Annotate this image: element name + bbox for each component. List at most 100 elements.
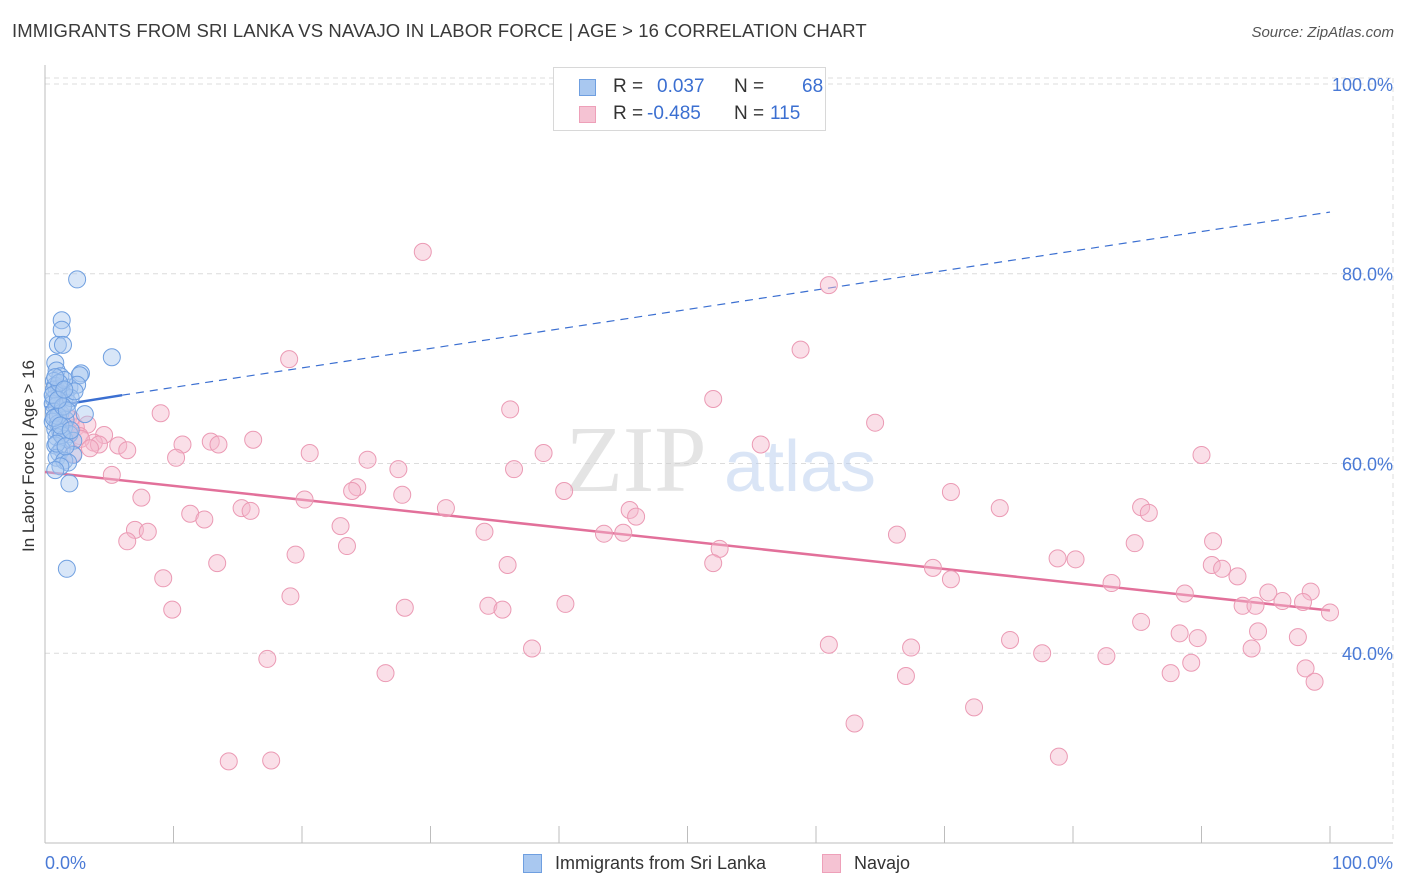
navajo-point <box>95 426 114 445</box>
navajo-point <box>791 340 810 359</box>
navajo-point <box>1139 503 1158 522</box>
tick-labels: 40.0% 60.0% 80.0% 100.0% 0.0% 100.0% <box>45 75 1393 873</box>
sri-lanka-point <box>56 437 75 456</box>
navajo-point <box>990 499 1009 518</box>
navajo-point <box>89 435 108 454</box>
x-tick-label: 0.0% <box>45 853 86 873</box>
sri-lanka-point <box>102 348 121 367</box>
navajo-point <box>138 522 157 541</box>
navajo-point <box>1228 567 1247 586</box>
navajo-point <box>1132 612 1151 631</box>
legend-label: Navajo <box>854 853 911 873</box>
navajo-point <box>1246 596 1265 615</box>
navajo-point <box>209 435 228 454</box>
navajo-point <box>941 570 960 589</box>
navajo-point <box>1259 583 1278 602</box>
navajo-point <box>941 482 960 501</box>
legend-n-label: N = <box>734 103 765 124</box>
navajo-point <box>258 649 277 668</box>
navajo-point <box>534 444 553 463</box>
navajo-point <box>413 242 432 261</box>
y-tick-label: 40.0% <box>1342 644 1393 664</box>
sri-lanka-point <box>46 461 65 480</box>
navajo-point <box>1049 747 1068 766</box>
navajo-point <box>614 523 633 542</box>
navajo-point <box>493 600 512 619</box>
sri-lanka-point <box>75 405 94 424</box>
legend-swatch-blue <box>579 79 596 96</box>
navajo-point <box>286 545 305 564</box>
legend-r-value: -0.485 <box>647 103 701 124</box>
navajo-point <box>132 488 151 507</box>
navajo-point <box>555 482 574 501</box>
navajo-point <box>118 441 137 460</box>
navajo-point <box>887 525 906 544</box>
grid-lines <box>45 77 1394 843</box>
navajo-point <box>1161 664 1180 683</box>
navajo-point <box>1242 639 1261 658</box>
legend-swatch-pink <box>579 106 596 123</box>
navajo-point <box>627 507 646 526</box>
navajo-point <box>395 598 414 617</box>
navajo-point <box>1033 644 1052 663</box>
sri-lanka-point <box>48 335 67 354</box>
navajo-point <box>1192 445 1211 464</box>
navajo-point <box>163 600 182 619</box>
data-points <box>43 242 1339 771</box>
legend-n-label: N = <box>734 76 765 97</box>
navajo-point <box>1188 629 1207 648</box>
navajo-point <box>704 389 723 408</box>
navajo-point <box>1204 532 1223 551</box>
navajo-point <box>1288 628 1307 647</box>
navajo-point <box>1066 550 1085 569</box>
legend-row-sri-lanka: R = 0.037 N = 68 <box>554 74 825 100</box>
legend-swatch-pink <box>822 854 841 873</box>
navajo-point <box>295 490 314 509</box>
navajo-point <box>208 554 227 573</box>
navajo-point <box>923 558 942 577</box>
navajo-point <box>167 448 186 467</box>
navajo-point <box>479 596 498 615</box>
navajo-point <box>154 569 173 588</box>
navajo-point <box>866 413 885 432</box>
navajo-point <box>751 435 770 454</box>
sri-lanka-point <box>57 559 76 578</box>
navajo-point <box>1301 582 1320 601</box>
navajo-point <box>244 430 263 449</box>
navajo-point <box>1294 593 1313 612</box>
navajo-point <box>109 436 128 455</box>
navajo-point <box>102 465 121 484</box>
source-label: Source: ZipAtlas.com <box>1251 24 1394 41</box>
navajo-point <box>118 532 137 551</box>
navajo-point <box>343 482 362 501</box>
navajo-point <box>1202 556 1221 575</box>
navajo-point <box>219 752 238 771</box>
navajo-point <box>389 460 408 479</box>
sri-lanka-point <box>61 421 80 440</box>
navajo-point <box>195 510 214 529</box>
navajo-point <box>280 350 299 369</box>
y-axis-label: In Labor Force | Age > 16 <box>19 360 38 552</box>
navajo-point <box>594 524 613 543</box>
sri-lanka-point <box>46 368 65 387</box>
x-tick-label: 100.0% <box>1332 853 1393 873</box>
navajo-point <box>358 450 377 469</box>
navajo-point <box>300 444 319 463</box>
navajo-point <box>1249 622 1268 641</box>
navajo-point <box>1170 624 1189 643</box>
sri-lanka-point <box>52 311 71 330</box>
navajo-point <box>1175 584 1194 603</box>
chart-title: IMMIGRANTS FROM SRI LANKA VS NAVAJO IN L… <box>12 20 867 41</box>
navajo-trend-line <box>44 470 1331 612</box>
sri-lanka-point <box>52 426 71 445</box>
navajo-point <box>556 594 575 613</box>
navajo-point <box>501 400 520 419</box>
navajo-point <box>1305 672 1324 691</box>
navajo-point <box>80 439 99 458</box>
sri-lanka-point <box>52 320 71 339</box>
watermark-atlas: atlas <box>724 427 876 507</box>
navajo-point <box>845 714 864 733</box>
navajo-point <box>281 587 300 606</box>
y-tick-label: 80.0% <box>1342 265 1393 285</box>
